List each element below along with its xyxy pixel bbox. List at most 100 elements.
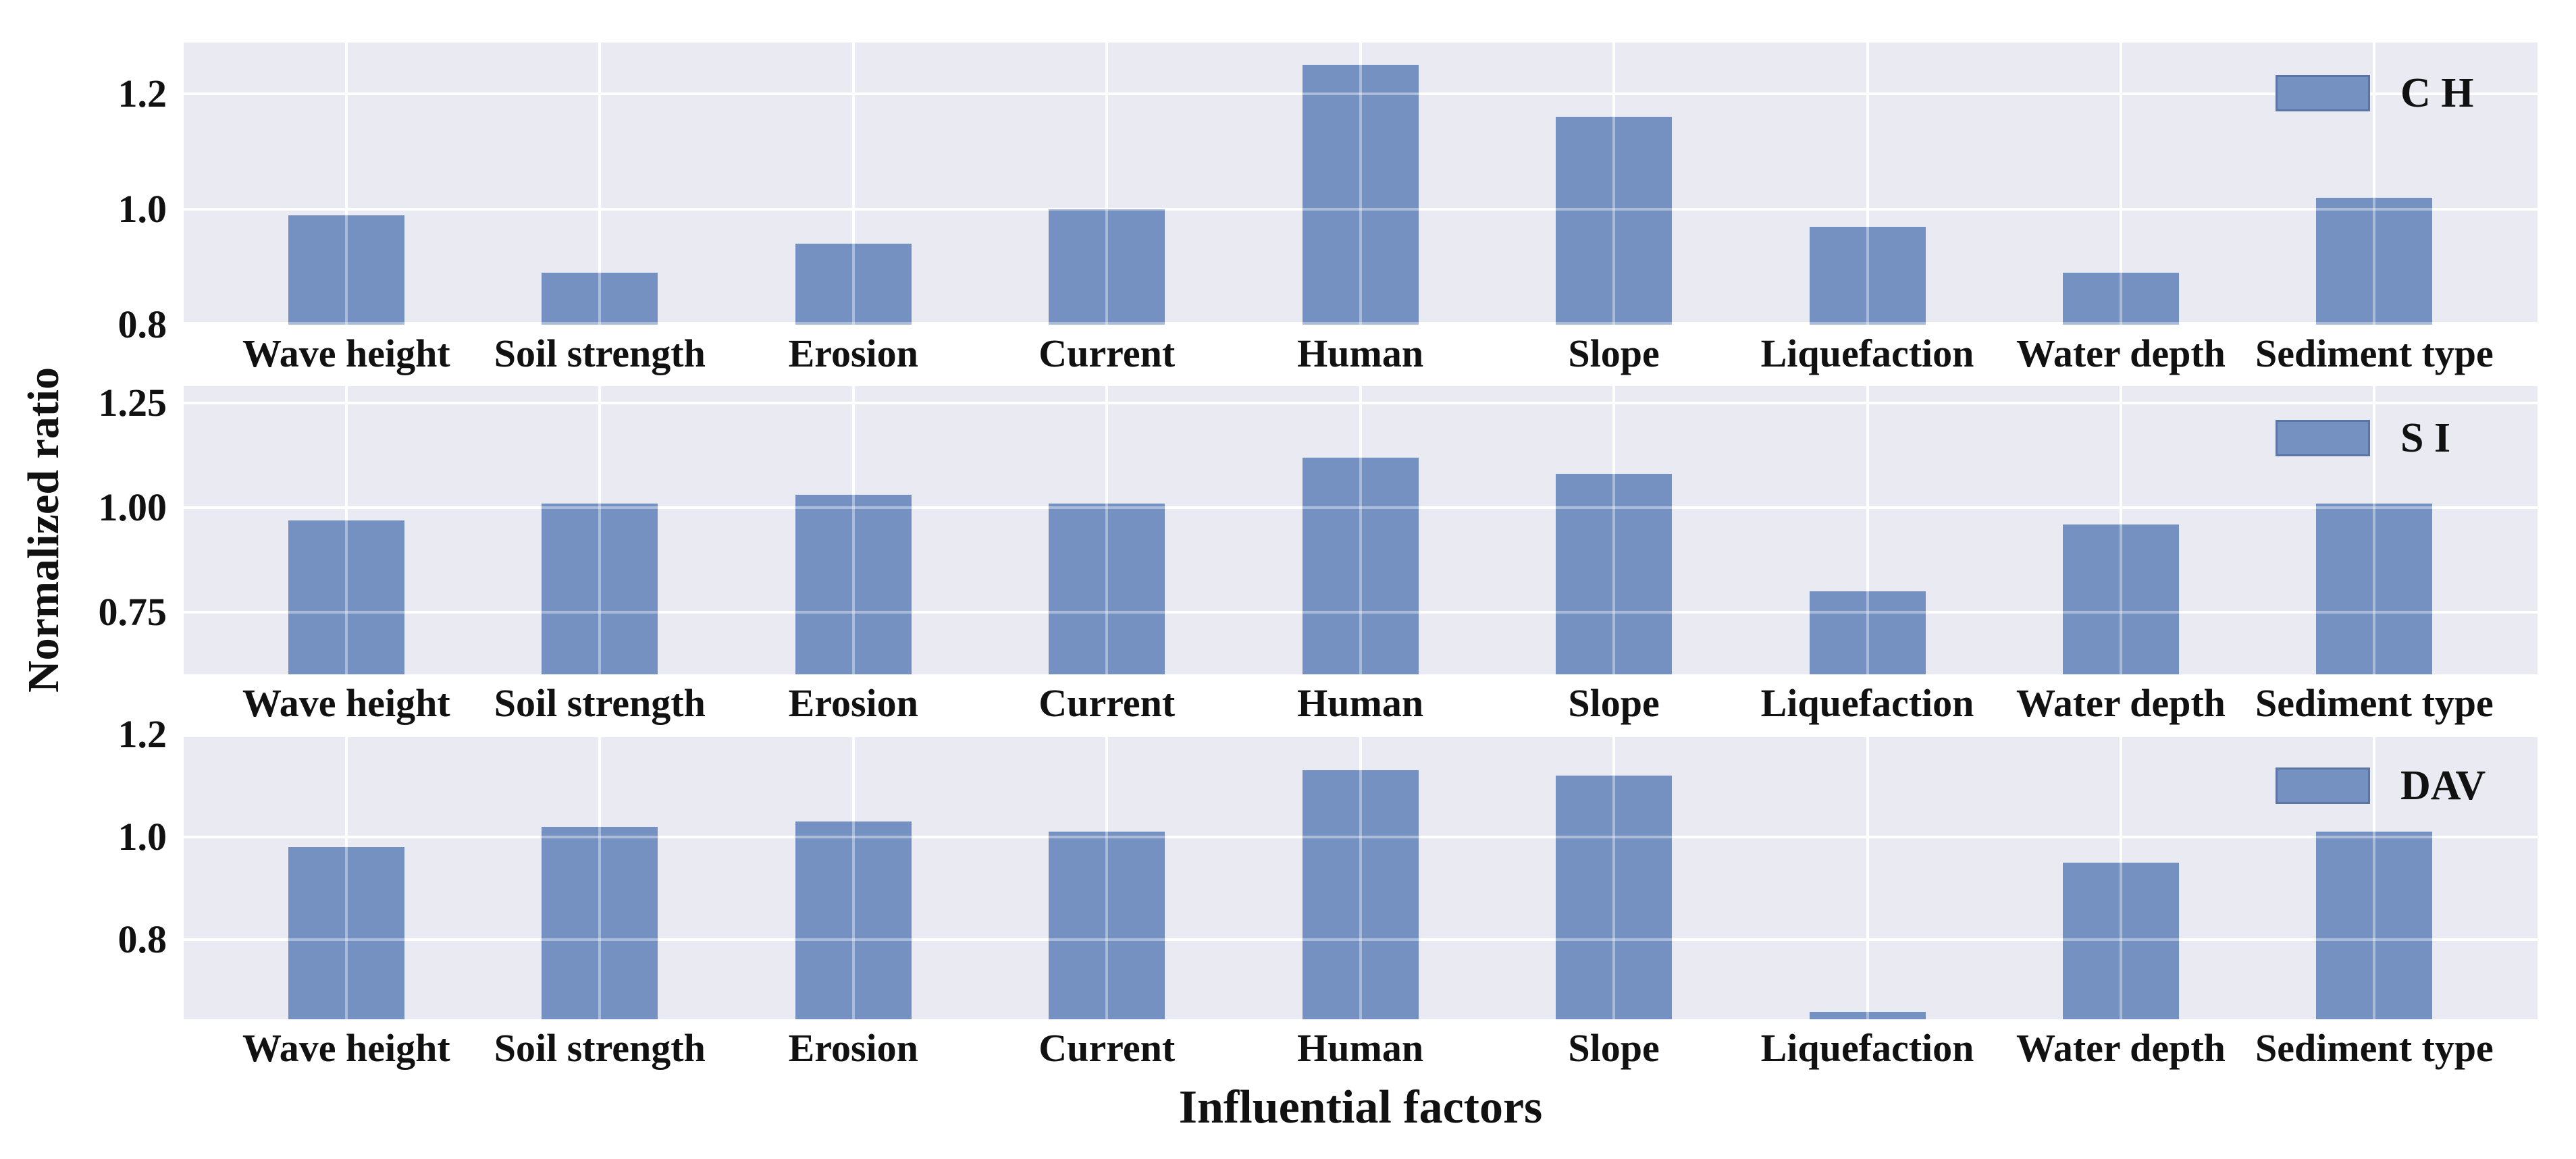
x-tick-label: Wave height <box>242 331 450 375</box>
x-tick-label: Water depth <box>2016 1026 2226 1070</box>
x-tick-label: Slope <box>1568 681 1660 725</box>
legend-swatch <box>2276 75 2370 112</box>
gridline-vertical <box>1866 734 1869 1019</box>
y-tick-label: 1.0 <box>117 815 167 859</box>
gridline-vertical <box>1866 43 1869 325</box>
x-tick-label: Water depth <box>2016 331 2226 375</box>
gridline-overlay-horizontal <box>184 401 2538 404</box>
bar-slope <box>1556 775 1673 1019</box>
x-tick-label: Soil strength <box>494 1026 706 1070</box>
y-tick-label: 0.75 <box>98 590 167 635</box>
gridline-overlay-horizontal <box>184 836 2538 839</box>
bar-erosion <box>795 821 912 1019</box>
x-tick-label: Liquefaction <box>1760 1026 1974 1070</box>
x-tick-label: Human <box>1297 681 1424 725</box>
x-tick-label: Erosion <box>788 1026 918 1070</box>
gridline-overlay-vertical <box>1866 386 1869 674</box>
bar-soil-strength <box>542 273 658 325</box>
x-tick-label: Erosion <box>788 681 918 725</box>
gridline-overlay-vertical <box>1359 734 1362 1019</box>
gridline-overlay-vertical <box>2373 734 2376 1019</box>
gridline-overlay-horizontal <box>184 322 2538 325</box>
bar-wave-height <box>288 520 404 674</box>
gridline-overlay-horizontal <box>184 92 2538 96</box>
x-tick-label: Soil strength <box>494 681 706 725</box>
gridline-overlay-vertical <box>1105 386 1109 674</box>
bar-liquefaction <box>1809 1011 1926 1019</box>
y-tick-label: 0.8 <box>117 302 167 346</box>
gridline-overlay-vertical <box>598 43 602 325</box>
legend-label: C H <box>2400 70 2474 117</box>
x-axis-label: Influential factors <box>1178 1081 1543 1133</box>
gridline-overlay-horizontal <box>184 506 2538 509</box>
gridline-vertical <box>2119 43 2122 325</box>
x-tick-label: Erosion <box>788 331 918 375</box>
gridline-overlay-vertical <box>1612 43 1616 325</box>
bar-water-depth <box>2062 524 2179 674</box>
gridline-overlay-vertical <box>1612 386 1616 674</box>
gridline-overlay-vertical <box>851 386 855 674</box>
gridline-overlay-horizontal <box>184 734 2538 737</box>
x-tick-label: Sediment type <box>2255 1026 2494 1070</box>
bar-sediment-type <box>2316 503 2433 674</box>
x-tick-label: Current <box>1039 681 1176 725</box>
gridline-overlay-vertical <box>851 43 855 325</box>
gridline-overlay-vertical <box>2373 386 2376 674</box>
gridline-vertical <box>1866 386 1869 674</box>
gridline-overlay-vertical <box>851 734 855 1019</box>
gridline-overlay-vertical <box>2373 43 2376 325</box>
gridline-overlay-horizontal <box>184 611 2538 614</box>
gridline-overlay-vertical <box>1359 386 1362 674</box>
gridline-horizontal <box>184 734 2538 737</box>
gridline-horizontal <box>184 401 2538 404</box>
gridline-overlay-vertical <box>1612 734 1616 1019</box>
gridline-vertical <box>344 43 348 325</box>
y-tick-label: 1.2 <box>117 712 167 756</box>
gridline-overlay-vertical <box>1866 43 1869 325</box>
x-tick-label: Liquefaction <box>1760 681 1974 725</box>
y-tick-label: 1.2 <box>117 72 167 116</box>
bar-liquefaction <box>1809 591 1926 674</box>
x-tick-label: Water depth <box>2016 681 2226 725</box>
bar-human <box>1302 770 1419 1019</box>
bar-soil-strength <box>542 826 658 1019</box>
gridline-overlay-vertical <box>2119 386 2122 674</box>
bar-liquefaction <box>1809 226 1926 325</box>
x-tick-label: Current <box>1039 331 1176 375</box>
x-tick-label: Sediment type <box>2255 681 2494 725</box>
y-tick-label: 1.00 <box>98 485 167 529</box>
gridline-overlay-horizontal <box>184 938 2538 942</box>
y-tick-label: 1.25 <box>98 380 167 425</box>
gridline-overlay-vertical <box>1105 734 1109 1019</box>
bar-sediment-type <box>2316 832 2433 1019</box>
bar-water-depth <box>2062 273 2179 325</box>
bar-sediment-type <box>2316 197 2433 325</box>
bar-current <box>1049 209 1165 325</box>
gridline-overlay-vertical <box>1359 43 1362 325</box>
legend-label: S I <box>2400 414 2451 461</box>
gridline-overlay-vertical <box>344 386 348 674</box>
gridline-vertical <box>2373 43 2376 325</box>
x-tick-label: Sediment type <box>2255 331 2494 375</box>
gridline-vertical <box>598 43 602 325</box>
gridline-vertical <box>1105 43 1109 325</box>
gridline-overlay-vertical <box>1866 734 1869 1019</box>
bar-wave-height <box>288 847 404 1019</box>
x-tick-label: Soil strength <box>494 331 706 375</box>
plot-area <box>184 386 2538 674</box>
legend-label: DAV <box>2400 762 2486 809</box>
x-tick-label: Liquefaction <box>1760 331 1974 375</box>
gridline-overlay-vertical <box>344 734 348 1019</box>
gridline-overlay-vertical <box>1105 43 1109 325</box>
bar-erosion <box>795 244 912 325</box>
gridline-overlay-horizontal <box>184 208 2538 211</box>
x-tick-label: Wave height <box>242 1026 450 1070</box>
y-tick-label: 1.0 <box>117 187 167 232</box>
plot-area <box>184 734 2538 1019</box>
x-tick-label: Current <box>1039 1026 1176 1070</box>
gridline-overlay-vertical <box>344 43 348 325</box>
y-tick-label: 0.8 <box>117 917 167 962</box>
bar-current <box>1049 832 1165 1019</box>
gridline-overlay-vertical <box>2119 43 2122 325</box>
